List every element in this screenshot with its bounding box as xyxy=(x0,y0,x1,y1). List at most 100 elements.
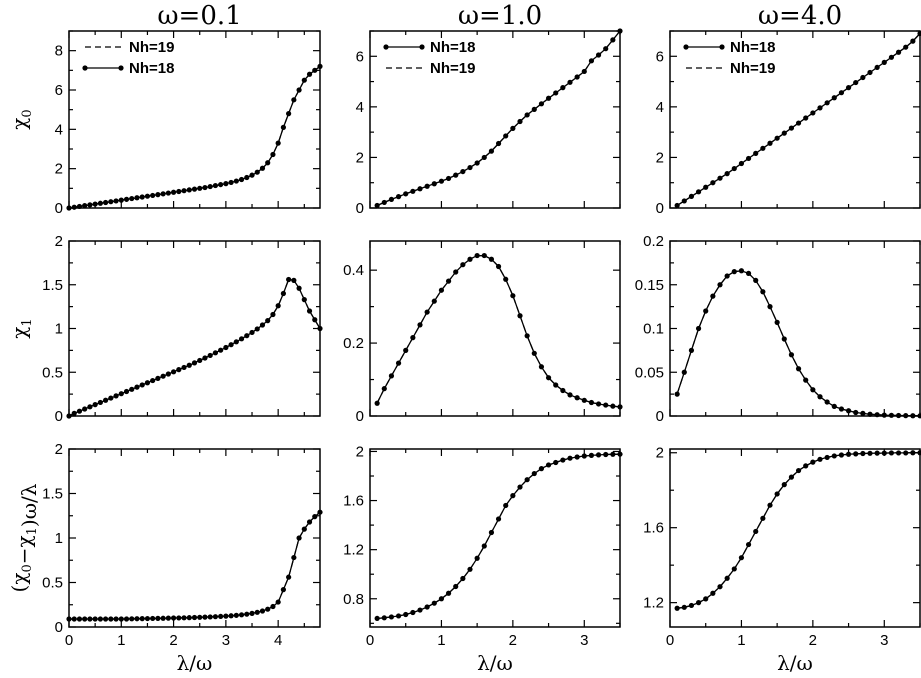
data-point xyxy=(617,404,623,410)
data-point xyxy=(97,616,103,622)
series-line-dashed xyxy=(69,511,321,620)
data-point xyxy=(417,322,423,328)
data-point xyxy=(223,613,229,619)
data-point xyxy=(910,38,916,44)
data-point xyxy=(249,610,255,616)
data-point xyxy=(460,168,466,175)
y-tick-label: 0.2 xyxy=(343,335,364,352)
data-point xyxy=(545,375,552,381)
data-point xyxy=(438,287,445,293)
data-point xyxy=(296,535,302,541)
data-point xyxy=(97,399,103,406)
data-point xyxy=(176,615,182,621)
y-tick-label: 0.8 xyxy=(343,591,364,608)
data-point xyxy=(567,455,573,461)
data-point xyxy=(724,171,730,177)
y-tick-label: 2 xyxy=(55,233,63,250)
y-tick-label: 1.5 xyxy=(42,277,63,294)
data-point xyxy=(503,276,509,282)
data-point xyxy=(610,403,616,409)
data-point xyxy=(681,604,687,610)
data-point xyxy=(460,575,466,582)
data-point xyxy=(845,408,852,414)
data-point xyxy=(760,289,766,295)
data-point xyxy=(254,169,260,175)
data-point xyxy=(760,515,766,521)
data-point xyxy=(710,293,716,299)
data-point xyxy=(553,459,559,466)
data-point xyxy=(917,413,921,419)
data-point xyxy=(731,269,737,275)
plot-frame xyxy=(369,240,621,417)
data-point xyxy=(181,188,187,194)
panel-p12: 0 0.05 0.1 0.15 0.2 xyxy=(635,233,921,425)
data-point xyxy=(917,450,921,456)
data-point xyxy=(595,452,602,458)
data-point xyxy=(910,450,916,456)
series-line-Nh=18 xyxy=(676,33,921,207)
data-point xyxy=(286,111,292,117)
y-tick-label: 6 xyxy=(356,48,364,65)
data-point xyxy=(674,605,680,611)
data-point xyxy=(374,615,380,622)
y-tick-label: 0.2 xyxy=(643,233,664,250)
x-axis-label: λ/ω xyxy=(477,651,513,675)
y-axis-label: χ0 xyxy=(7,109,35,129)
data-point xyxy=(810,459,816,465)
data-point xyxy=(503,133,509,139)
data-point xyxy=(286,276,292,283)
data-point xyxy=(767,140,773,146)
data-point xyxy=(788,474,795,480)
data-point xyxy=(460,262,466,268)
data-point xyxy=(176,188,182,195)
legend-marker xyxy=(683,44,689,50)
data-point xyxy=(108,199,114,205)
plot-frame xyxy=(669,30,921,209)
data-point xyxy=(560,457,566,463)
data-point xyxy=(731,165,737,172)
data-point xyxy=(103,616,109,622)
data-point xyxy=(312,67,318,73)
y-tick-label: 0 xyxy=(656,408,664,425)
data-point xyxy=(317,325,323,332)
data-point xyxy=(424,309,430,315)
plot-frame xyxy=(369,448,621,628)
plot-frame xyxy=(68,30,321,209)
data-point xyxy=(695,600,702,606)
data-point xyxy=(186,615,192,621)
data-point xyxy=(603,402,609,408)
data-point xyxy=(403,347,409,353)
data-point xyxy=(181,364,187,371)
data-point xyxy=(524,477,530,483)
data-point xyxy=(202,184,208,191)
x-tick-label: 3 xyxy=(580,632,588,649)
data-point xyxy=(118,616,124,622)
y-tick-label: 0 xyxy=(356,408,364,425)
y-tick-label: 1.6 xyxy=(643,520,664,537)
y-tick-label: 0.15 xyxy=(635,277,664,294)
data-point xyxy=(123,388,130,395)
data-point xyxy=(767,304,773,310)
data-point xyxy=(888,450,895,456)
data-point xyxy=(395,613,402,619)
data-point xyxy=(155,375,161,381)
data-point xyxy=(317,63,323,69)
series-line-Nh=18 xyxy=(677,452,920,609)
data-point xyxy=(774,319,780,325)
legend: Nh=19 Nh=18 xyxy=(82,39,174,77)
data-point xyxy=(581,68,587,75)
data-point xyxy=(66,616,72,622)
data-point xyxy=(710,180,716,186)
data-point xyxy=(254,609,260,615)
data-point xyxy=(317,509,323,515)
y-tick-label: 1.2 xyxy=(343,542,364,559)
data-point xyxy=(538,466,545,472)
data-point xyxy=(265,318,271,324)
data-point xyxy=(259,608,266,614)
data-point xyxy=(681,369,687,375)
data-point xyxy=(753,277,759,283)
y-tick-label: 1.5 xyxy=(42,486,63,503)
data-point xyxy=(129,386,135,392)
data-point xyxy=(176,367,182,373)
data-point xyxy=(275,140,281,146)
